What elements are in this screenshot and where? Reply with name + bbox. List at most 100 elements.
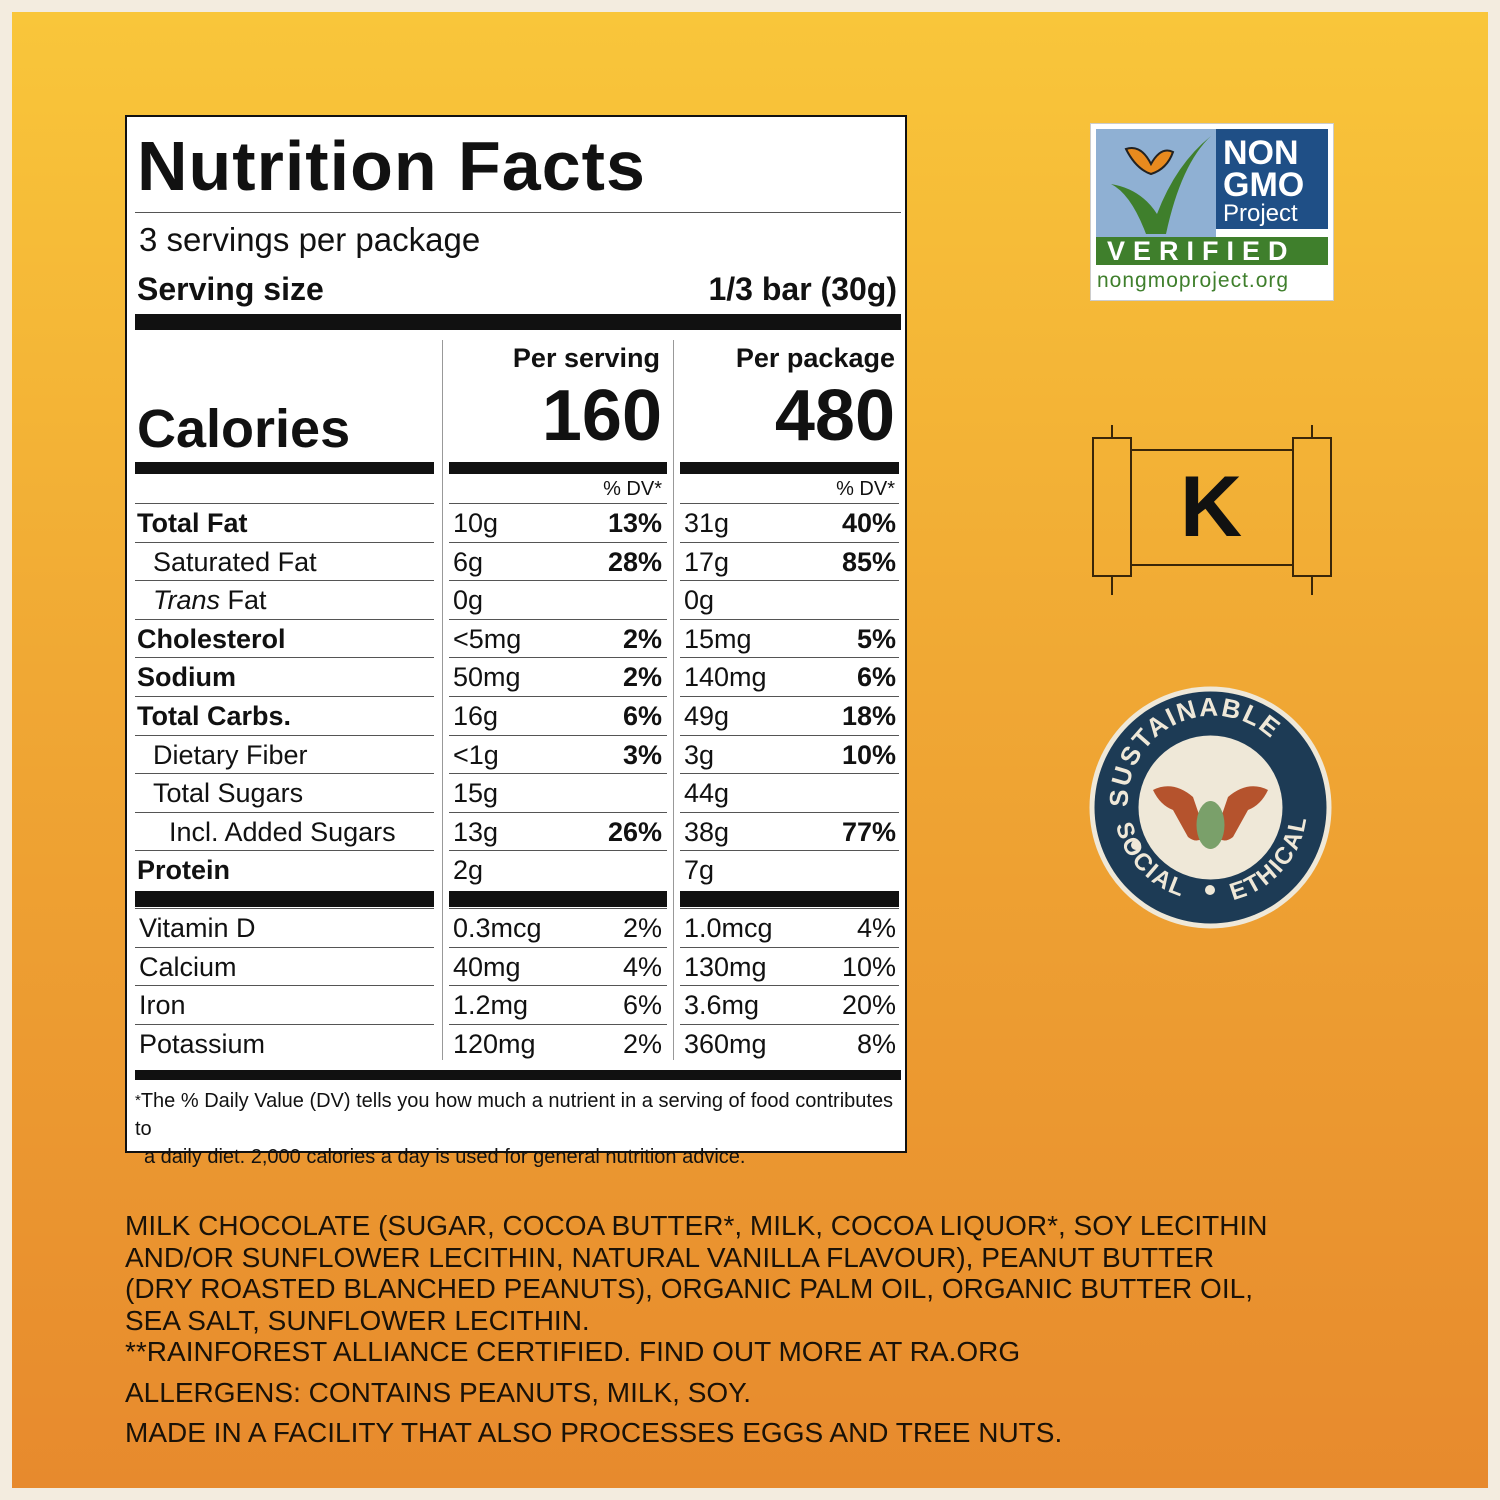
nutrient-row: Vitamin D 0.3mcg 2% 1.0mcg 4% xyxy=(127,908,905,946)
package-amount: 130mg xyxy=(684,951,767,982)
nutrient-row: Dietary Fiber <1g 3% 3g 10% xyxy=(127,734,905,773)
nutrient-name: Cholesterol xyxy=(137,624,286,655)
nutrient-name: Total Sugars xyxy=(153,778,303,809)
package-amount: 3g xyxy=(684,739,715,770)
package-amount: 31g xyxy=(684,508,730,538)
serving-dv: 2% xyxy=(622,913,662,943)
serving-size-value: 1/3 bar (30g) xyxy=(708,271,897,307)
row-divider xyxy=(449,985,667,987)
serving-amount: <5mg xyxy=(453,623,522,654)
kosher-letter: K xyxy=(1180,459,1243,555)
row-divider xyxy=(680,734,899,736)
footnote: *The % Daily Value (DV) tells you how mu… xyxy=(135,1087,905,1171)
row-divider xyxy=(449,908,667,909)
nutrient-name: Incl. Added Sugars xyxy=(169,817,396,848)
package-dv: 10% xyxy=(841,739,896,770)
ingredients-line: AND/OR SUNFLOWER LECITHIN, NATURAL VANIL… xyxy=(125,1241,1215,1273)
serving-dv: 26% xyxy=(607,816,662,847)
footnote-line-1: The % Daily Value (DV) tells you how muc… xyxy=(135,1090,894,1140)
row-divider xyxy=(680,541,899,543)
thick-rule xyxy=(680,462,899,474)
row-divider xyxy=(680,503,899,504)
nutrient-name: Sodium xyxy=(137,662,236,693)
nutrient-name-italic: Trans xyxy=(153,585,221,616)
nutrient-name: Vitamin D xyxy=(139,913,256,944)
seal-text-social: SOCIAL xyxy=(1110,819,1188,903)
nutrient-name-text: Potassium xyxy=(139,1028,266,1059)
svg-text:ETHICAL: ETHICAL xyxy=(1226,813,1312,906)
package-amount: 38g xyxy=(684,816,730,847)
row-divider xyxy=(135,734,434,736)
calories-label: Calories xyxy=(137,399,351,459)
nutrient-name-text: Cholesterol xyxy=(137,623,286,654)
footnote-line-2: a daily diet. 2,000 calories a day is us… xyxy=(144,1146,746,1168)
serving-amount: 50mg xyxy=(453,662,521,693)
row-divider xyxy=(135,773,434,775)
serving-amount: 1.2mg xyxy=(453,990,529,1021)
thick-rule xyxy=(135,314,901,330)
nutrient-name-text: Saturated Fat xyxy=(153,546,317,577)
nutrient-row: Total Fat 10g 13% 31g 40% xyxy=(127,503,905,541)
nutrient-row: Potassium 120mg 2% 360mg 8% xyxy=(127,1023,905,1062)
dv-header-serving: % DV* xyxy=(603,478,662,500)
row-divider xyxy=(449,734,667,736)
row-divider xyxy=(449,773,667,775)
serving-amount: 16g xyxy=(453,701,499,731)
serving-size-label: Serving size xyxy=(137,271,324,307)
package-dv: 40% xyxy=(841,508,896,538)
nutrition-title: Nutrition Facts xyxy=(137,127,646,205)
nutrient-row: Total Carbs. 16g 6% 49g 18% xyxy=(127,696,905,734)
nutrient-row: Total Sugars 15g 44g xyxy=(127,773,905,811)
footnote-asterisk: * xyxy=(135,1092,141,1109)
nutrition-facts-label: Nutrition Facts 3 servings per package S… xyxy=(125,115,907,1168)
calories-per-serving: 160 xyxy=(541,376,662,456)
column-separator xyxy=(442,340,443,1060)
nutrient-name-text: Iron xyxy=(139,990,186,1021)
row-divider xyxy=(449,696,667,697)
serving-amount: <1g xyxy=(453,739,499,770)
serving-amount: 10g xyxy=(453,508,499,538)
nutrient-name: Protein xyxy=(137,855,230,886)
ingredients-line: (DRY ROASTED BLANCHED PEANUTS), ORGANIC … xyxy=(125,1273,1253,1304)
row-divider xyxy=(135,657,434,659)
row-divider xyxy=(135,503,434,504)
nutrient-name: Dietary Fiber xyxy=(153,740,308,771)
serving-dv: 6% xyxy=(622,990,662,1021)
serving-dv: 2% xyxy=(622,1028,662,1059)
row-divider xyxy=(680,696,899,697)
package-amount: 3.6mg xyxy=(684,990,760,1021)
nutrient-row: Protein 2g 7g xyxy=(127,850,905,888)
package-dv: 6% xyxy=(856,662,896,693)
row-divider xyxy=(449,580,667,582)
row-divider xyxy=(135,618,434,620)
serving-amount: 15g xyxy=(453,778,499,809)
nutrient-name-text: Vitamin D xyxy=(139,913,256,943)
nutrient-name-text: Total Sugars xyxy=(153,778,304,809)
package-dv: 4% xyxy=(856,913,896,943)
nutrient-row: Sodium 50mg 2% 140mg 6% xyxy=(127,657,905,695)
row-divider xyxy=(449,657,667,659)
row-divider xyxy=(449,618,667,620)
row-divider xyxy=(449,811,667,813)
serving-dv: 13% xyxy=(607,508,662,538)
serving-amount: 0g xyxy=(453,585,484,616)
nutrient-name-text: Total Fat xyxy=(137,508,248,538)
package-dv: 5% xyxy=(856,623,896,654)
package-amount: 140mg xyxy=(684,662,767,693)
package-dv: 20% xyxy=(841,990,896,1021)
non-gmo-text-gmo: GMO xyxy=(1223,166,1305,204)
nutrient-row: Trans Fat 0g 0g xyxy=(127,580,905,618)
serving-amount: 2g xyxy=(453,855,484,886)
row-divider xyxy=(135,541,434,543)
svg-text:SUSTAINABLE: SUSTAINABLE xyxy=(1103,692,1287,808)
package-amount: 44g xyxy=(684,778,730,809)
nutrient-name: Trans Fat xyxy=(153,585,267,616)
row-divider xyxy=(680,773,899,775)
package-dv: 85% xyxy=(841,546,896,577)
seal-text-ring: SUSTAINABLE SOCIAL ETHICAL xyxy=(1103,692,1312,907)
dv-header-package: % DV* xyxy=(836,478,895,500)
non-gmo-url: nongmoproject.org xyxy=(1097,269,1290,292)
row-divider xyxy=(135,1023,434,1025)
row-divider xyxy=(680,811,899,813)
divider xyxy=(135,212,901,213)
